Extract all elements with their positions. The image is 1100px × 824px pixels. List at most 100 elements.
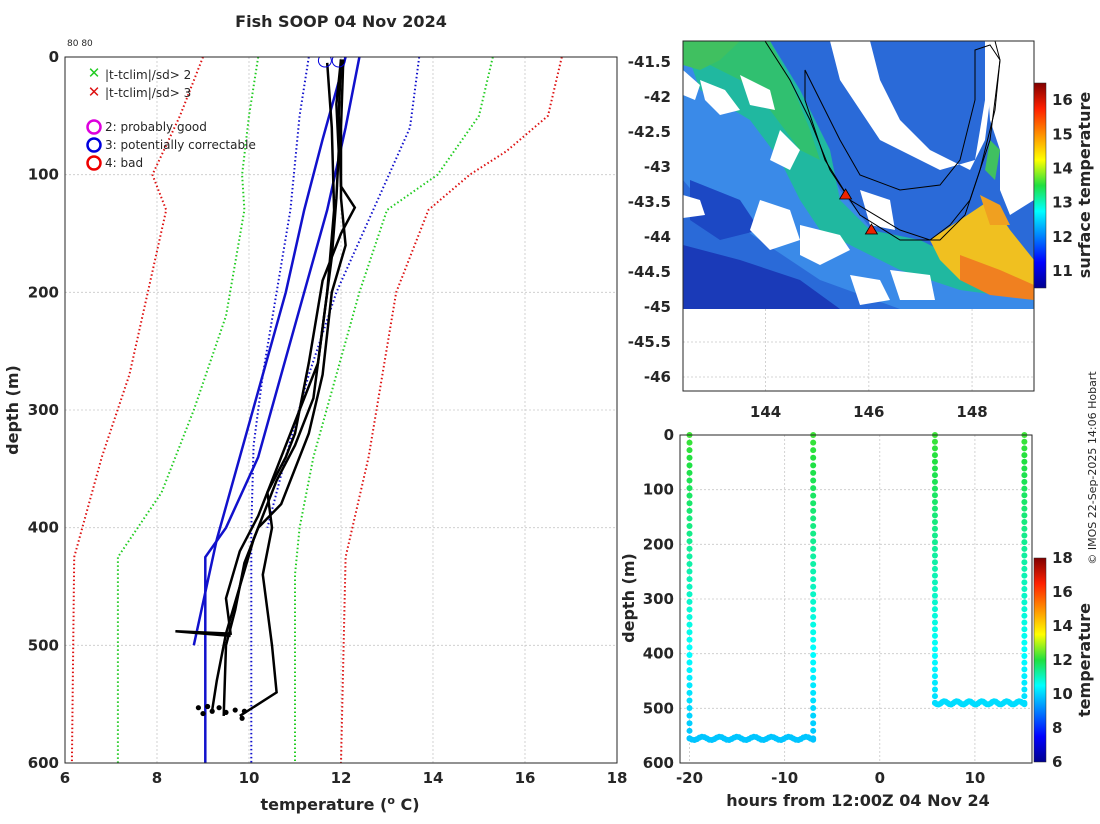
sst-colorbar-ticks: 11 12 13 14 15 16 [1052, 91, 1073, 280]
series-profile-1 [210, 59, 343, 711]
dt-point [931, 438, 938, 445]
dt-point [1021, 492, 1028, 499]
y-tick-label: 500 [28, 636, 59, 654]
legend: ✕ |t-tclim|/sd> 2 ✕ |t-tclim|/sd> 3 2: p… [86, 64, 256, 171]
dt-point [686, 523, 693, 530]
dt-point [931, 599, 938, 606]
profile-y-label: depth (m) [3, 365, 22, 455]
temp-colorbar-tick: 14 [1052, 617, 1073, 635]
dt-point [686, 583, 693, 590]
x-tick-label: 6 [60, 769, 70, 787]
dt-point [810, 674, 817, 681]
dt-point [810, 621, 817, 628]
dt-point [931, 586, 938, 593]
dt-point [931, 606, 938, 613]
dt-point [931, 458, 938, 465]
dt-point [1021, 679, 1028, 686]
circle-marker-icon [86, 137, 102, 153]
profile-point [216, 705, 222, 711]
depth-time-grid [680, 434, 1032, 764]
map-y-tick-label: -45 [644, 298, 671, 316]
profile-point [209, 708, 215, 714]
dt-point [931, 539, 938, 546]
dt-point [1021, 579, 1028, 586]
dt-point [686, 644, 693, 651]
dt-point [810, 462, 817, 469]
dt-point [1021, 619, 1028, 626]
temp-colorbar-tick: 6 [1052, 753, 1062, 771]
dt-point [810, 477, 817, 484]
dt-point [810, 614, 817, 621]
dt-point [1021, 586, 1028, 593]
depth-time-y-label: depth (m) [619, 553, 638, 643]
dt-point [810, 705, 817, 712]
dt-point [1021, 699, 1028, 706]
dt-point [931, 659, 938, 666]
dt-point [686, 485, 693, 492]
series-plus-2sd [294, 57, 494, 763]
temp-colorbar-tick: 10 [1052, 685, 1073, 703]
dt-point [931, 545, 938, 552]
dt-point [1021, 652, 1028, 659]
dt-point [810, 500, 817, 507]
y-tick-label: 0 [49, 48, 59, 66]
dt-point [1021, 565, 1028, 572]
dt-point [1021, 626, 1028, 633]
y-tick-label: 400 [28, 519, 59, 537]
dt-point [810, 560, 817, 567]
dt-point [1021, 632, 1028, 639]
dt-point [1021, 485, 1028, 492]
dt-point [686, 553, 693, 560]
dt-y-tick-label: 100 [643, 481, 674, 499]
dt-point [686, 477, 693, 484]
dt-point [931, 673, 938, 680]
profile-point [241, 708, 247, 714]
x-tick-label: 18 [607, 769, 628, 787]
dt-point [810, 591, 817, 598]
dt-point [931, 646, 938, 653]
map-x-tick-label: 148 [956, 403, 987, 421]
dt-point [810, 697, 817, 704]
dt-point [1021, 639, 1028, 646]
temp-colorbar-tick: 8 [1052, 719, 1062, 737]
dt-point [810, 515, 817, 522]
dt-point [686, 705, 693, 712]
dt-point [931, 559, 938, 566]
y-tick-label: 200 [28, 283, 59, 301]
dt-point [686, 469, 693, 476]
dt-y-tick-label: 500 [643, 699, 674, 717]
dt-point [1021, 472, 1028, 479]
dt-point [686, 500, 693, 507]
dt-x-tick-label: -20 [676, 769, 703, 787]
depth-time-axes-box [679, 434, 1033, 764]
dt-point [686, 447, 693, 454]
temp-colorbar-tick: 18 [1052, 549, 1073, 567]
dt-point [810, 469, 817, 476]
dt-point [686, 614, 693, 621]
dt-point [1021, 505, 1028, 512]
dt-point [686, 515, 693, 522]
dt-point [931, 465, 938, 472]
dt-point [931, 679, 938, 686]
flag-marker-correctable [317, 57, 332, 68]
dt-point [931, 686, 938, 693]
sst-colorbar-tick: 15 [1052, 125, 1073, 143]
dt-point [1021, 659, 1028, 666]
dt-point [931, 626, 938, 633]
dt-point [1021, 498, 1028, 505]
dt-point [810, 712, 817, 719]
dt-point [686, 674, 693, 681]
dt-point [686, 454, 693, 461]
map-y-tick-label: -42 [644, 88, 671, 106]
dt-point [686, 621, 693, 628]
dt-point [686, 598, 693, 605]
dt-point [931, 639, 938, 646]
dt-point [686, 712, 693, 719]
dt-point [810, 651, 817, 658]
dt-point [810, 583, 817, 590]
credit: © IMOS 22-Sep-2025 14:06 Hobart [1086, 371, 1099, 565]
x-tick-label: 16 [515, 769, 536, 787]
y-tick-label: 300 [28, 401, 59, 419]
sst-colorbar-tick: 13 [1052, 194, 1073, 212]
